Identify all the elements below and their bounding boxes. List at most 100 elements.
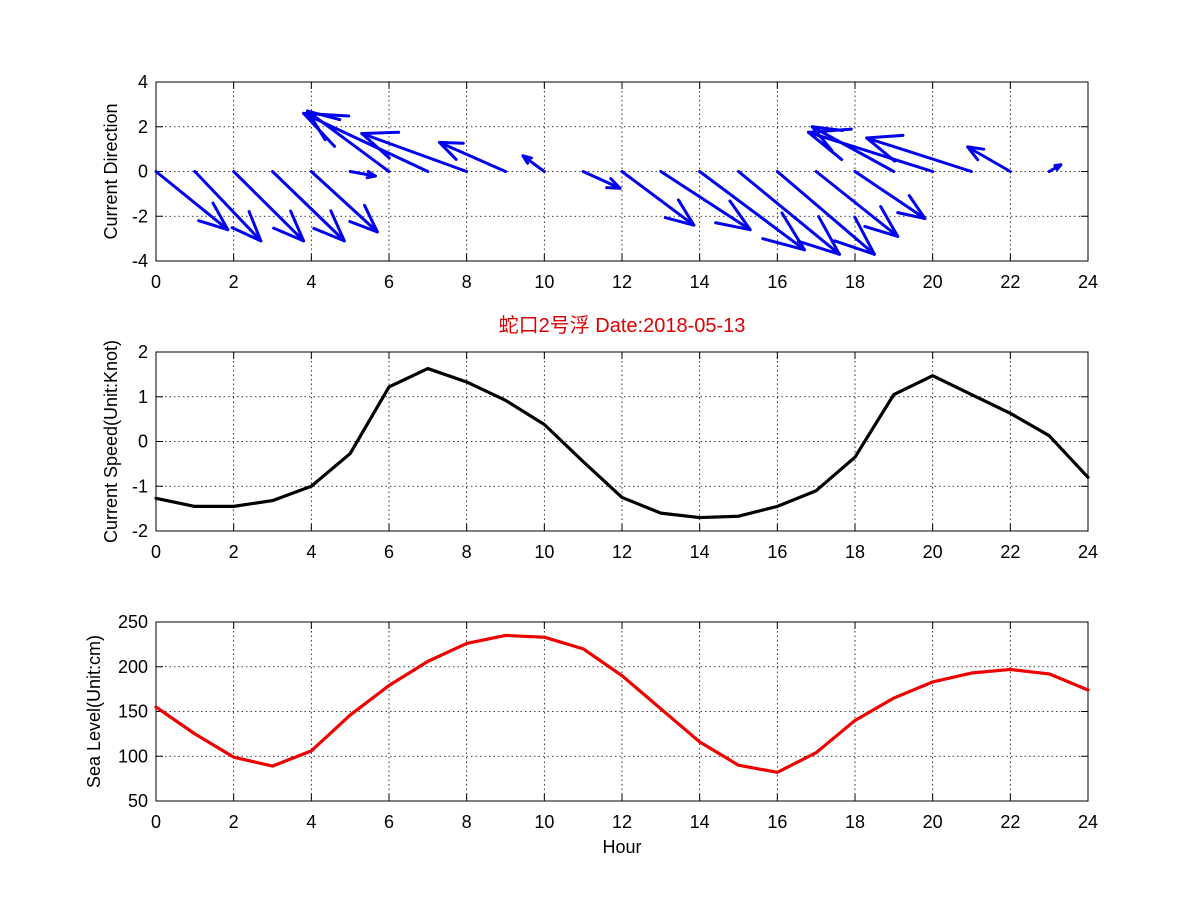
arrow-head [761,211,807,252]
current-arrow [271,170,346,243]
x-tick-label: 24 [1078,812,1098,832]
arrow-shaft [806,130,935,173]
current-arrow [437,140,507,173]
y-tick-label: -2 [132,521,148,541]
arrow-shaft [814,170,900,238]
current-arrow [814,170,900,238]
current-arrow [966,145,1012,173]
y-axis-label: Current Direction [101,103,121,239]
x-tick-label: 0 [151,812,161,832]
current-arrow [865,133,973,173]
y-tick-label: 0 [138,162,148,182]
arrow-shaft [193,170,263,243]
arrow-shaft [810,125,896,173]
arrow-shaft [865,136,973,173]
current-arrow [360,130,469,173]
chart-title: 蛇口2号浮 Date:2018-05-13 [499,314,746,337]
current-arrow [853,170,927,220]
y-axis-label: Current Speed(Unit:Knot) [101,340,121,543]
x-tick-label: 20 [923,542,943,562]
x-tick-label: 16 [767,542,787,562]
x-tick-label: 12 [612,272,632,292]
arrow-head [302,111,351,148]
x-tick-label: 20 [923,812,943,832]
arrow-head [521,154,533,165]
arrow-shaft [737,170,841,256]
x-tick-label: 14 [690,272,710,292]
current-arrow [581,170,622,190]
current-arrow [154,170,230,232]
arrow-shaft [232,170,306,243]
arrow-head [863,205,900,238]
x-tick-label: 6 [384,272,394,292]
x-tick-label: 2 [229,542,239,562]
current-arrow [348,170,377,180]
arrow-head [833,215,876,256]
arrow-head [230,210,263,243]
arrow-shaft [437,140,507,173]
arrow-shaft [271,170,346,243]
y-tick-label: 0 [138,432,148,452]
current-arrow [302,111,430,173]
arrow-head [360,130,401,160]
x-tick-label: 12 [612,812,632,832]
y-tick-label: 2 [138,342,148,362]
arrow-shaft [521,154,546,173]
arrow-shaft [348,170,377,178]
x-axis-label: Hour [602,837,641,857]
y-tick-label: -4 [132,251,148,271]
x-tick-label: 18 [845,272,865,292]
y-tick-label: 1 [138,387,148,407]
x-tick-label: 2 [229,272,239,292]
arrow-head [966,145,986,162]
arrow-head [896,194,927,220]
arrow-shaft [620,170,696,227]
x-tick-label: 6 [384,542,394,562]
arrow-head [714,199,752,232]
y-tick-label: -1 [132,476,148,496]
arrow-head [365,170,377,180]
series-line [154,633,1090,774]
arrow-head [663,198,696,227]
x-tick-label: 8 [462,272,472,292]
arrow-head [806,127,853,162]
arrow-shaft [966,145,1012,173]
x-tick-label: 2 [229,812,239,832]
x-tick-label: 10 [534,812,554,832]
current-arrow [232,170,306,243]
arrow-head [197,201,230,232]
series-line [154,366,1090,520]
arrow-shaft [775,170,876,256]
x-tick-label: 4 [306,812,316,832]
arrow-head [437,140,465,161]
arrow-head [348,203,379,234]
x-tick-label: 20 [923,272,943,292]
arrow-head [272,209,306,243]
x-tick-label: 16 [767,272,787,292]
current-arrow [698,170,807,252]
arrow-shaft [309,170,379,234]
arrow-shaft [360,131,469,173]
x-tick-label: 14 [690,542,710,562]
current-arrow [521,154,546,173]
current-arrow [193,170,263,243]
current-arrow [806,127,935,173]
x-tick-label: 0 [151,272,161,292]
arrow-shaft [853,170,927,220]
x-tick-label: 24 [1078,272,1098,292]
y-tick-label: 150 [118,702,148,722]
x-tick-label: 22 [1000,812,1020,832]
y-tick-label: 100 [118,746,148,766]
y-tick-label: 4 [138,72,148,92]
x-tick-label: 14 [690,812,710,832]
x-tick-label: 10 [534,272,554,292]
y-tick-label: 250 [118,612,148,632]
x-tick-label: 10 [534,542,554,562]
x-tick-label: 22 [1000,542,1020,562]
x-tick-label: 6 [384,812,394,832]
y-tick-label: 200 [118,657,148,677]
